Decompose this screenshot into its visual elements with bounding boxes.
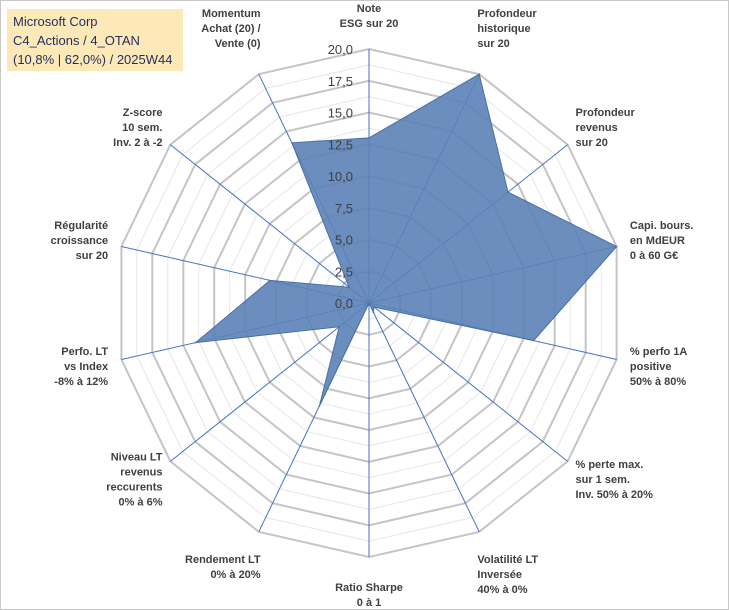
category-label: Perfo. LT vs Index -8% à 12% <box>54 346 109 388</box>
series-area <box>194 73 618 407</box>
category-label-line: sur 20 <box>477 38 509 50</box>
axis-spoke <box>170 144 370 304</box>
category-label-line: Niveau LT <box>111 451 163 463</box>
category-label-line: revenus <box>576 122 618 134</box>
category-label-line: revenus <box>120 466 162 478</box>
category-label-line: % perte max. <box>576 459 644 471</box>
tick-label: 7,5 <box>335 201 353 216</box>
category-label: Capi. bours. en MdEUR 0 à 60 G€ <box>630 220 694 262</box>
category-label-line: -8% à 12% <box>54 376 108 388</box>
axis-spoke <box>368 302 480 533</box>
data-point <box>372 311 375 314</box>
axis-spoke <box>368 302 568 462</box>
category-label-line: Note <box>357 3 381 15</box>
category-label: Ratio Sharpe 0 à 1 <box>335 582 403 609</box>
data-point <box>507 191 509 193</box>
tick-label: 2,5 <box>335 264 353 279</box>
category-label-line: reccurents <box>106 481 162 493</box>
category-label-line: Inv. 2 à -2 <box>113 137 162 149</box>
data-point <box>368 302 370 304</box>
category-label-line: Régularité <box>54 220 108 232</box>
title-company: Microsoft Corp <box>13 14 98 29</box>
data-point <box>532 339 535 342</box>
title-metrics: (10,8% | 62,0%) / 2025W44 <box>13 52 173 67</box>
category-label-line: % perfo 1A <box>630 346 688 358</box>
data-point <box>318 405 321 407</box>
category-label-line: croissance <box>51 235 108 247</box>
tick-label: 17,5 <box>328 74 353 89</box>
category-label: Profondeur historique sur 20 <box>477 8 537 50</box>
chart-title-box: Microsoft Corp C4_Actions / 4_OTAN (10,8… <box>7 9 183 71</box>
category-label-line: Volatilité LT <box>477 554 538 566</box>
category-label-line: Achat (20) / <box>201 23 260 35</box>
title-category: C4_Actions / 4_OTAN <box>13 33 140 48</box>
tick-label: 15,0 <box>328 106 353 121</box>
category-label-line: Vente (0) <box>215 38 261 50</box>
category-label-line: Ratio Sharpe <box>335 582 403 594</box>
category-label-line: Profondeur <box>477 8 537 20</box>
data-point <box>368 137 370 139</box>
category-label-line: sur 1 sem. <box>576 474 630 486</box>
data-point <box>338 326 341 328</box>
category-label-line: 0 à 60 G€ <box>630 250 678 262</box>
category-label-line: ESG sur 20 <box>340 18 399 30</box>
data-point <box>373 306 375 308</box>
data-point <box>478 73 481 75</box>
tick-label: 10,0 <box>328 169 353 184</box>
category-label-line: Profondeur <box>576 107 636 119</box>
category-label-line: 10 sem. <box>122 122 162 134</box>
category-label-line: Z-score <box>123 107 163 119</box>
data-point <box>269 279 271 282</box>
category-label-line: sur 20 <box>76 250 108 262</box>
category-label-line: Capi. bours. <box>630 220 694 232</box>
axis-spoke <box>170 302 370 462</box>
category-label-line: sur 20 <box>576 137 608 149</box>
category-label-line: historique <box>477 23 530 35</box>
category-label-line: positive <box>630 361 672 373</box>
category-label-line: vs Index <box>64 361 109 373</box>
tick-label: 0,0 <box>335 296 353 311</box>
category-label-line: 40% à 0% <box>477 584 527 596</box>
tick-label: 5,0 <box>335 233 353 248</box>
data-point <box>348 286 350 289</box>
category-label: Rendement LT 0% à 20% <box>185 554 261 581</box>
category-label-line: Momentum <box>202 8 261 20</box>
category-label: Z-score 10 sem. Inv. 2 à -2 <box>113 107 162 149</box>
tick-label: 20,0 <box>328 42 353 57</box>
data-point <box>194 341 197 344</box>
category-label-line: Rendement LT <box>185 554 261 566</box>
tick-label: 12,5 <box>328 137 353 152</box>
category-label: Note ESG sur 20 <box>340 3 399 30</box>
category-label-line: en MdEUR <box>630 235 685 247</box>
data-point <box>615 245 618 248</box>
category-label: Niveau LT revenus reccurents 0% à 6% <box>106 451 163 508</box>
category-label-line: 50% à 80% <box>630 376 686 388</box>
category-label: % perte max. sur 1 sem. Inv. 50% à 20% <box>576 459 654 501</box>
category-label-line: 0 à 1 <box>357 597 381 609</box>
category-label-line: 0% à 6% <box>118 496 162 508</box>
category-label: % perfo 1A positive 50% à 80% <box>630 346 688 388</box>
category-label: Volatilité LT Inversée 40% à 0% <box>477 554 538 596</box>
category-label: Momentum Achat (20) / Vente (0) <box>201 8 261 50</box>
category-label-line: Inv. 50% à 20% <box>576 489 654 501</box>
category-label: Régularité croissance sur 20 <box>51 220 108 262</box>
category-label: Profondeur revenus sur 20 <box>576 107 636 149</box>
data-point <box>291 142 293 144</box>
category-label-line: 0% à 20% <box>210 569 260 581</box>
category-label-line: Perfo. LT <box>61 346 108 358</box>
category-label-line: Inversée <box>477 569 522 581</box>
